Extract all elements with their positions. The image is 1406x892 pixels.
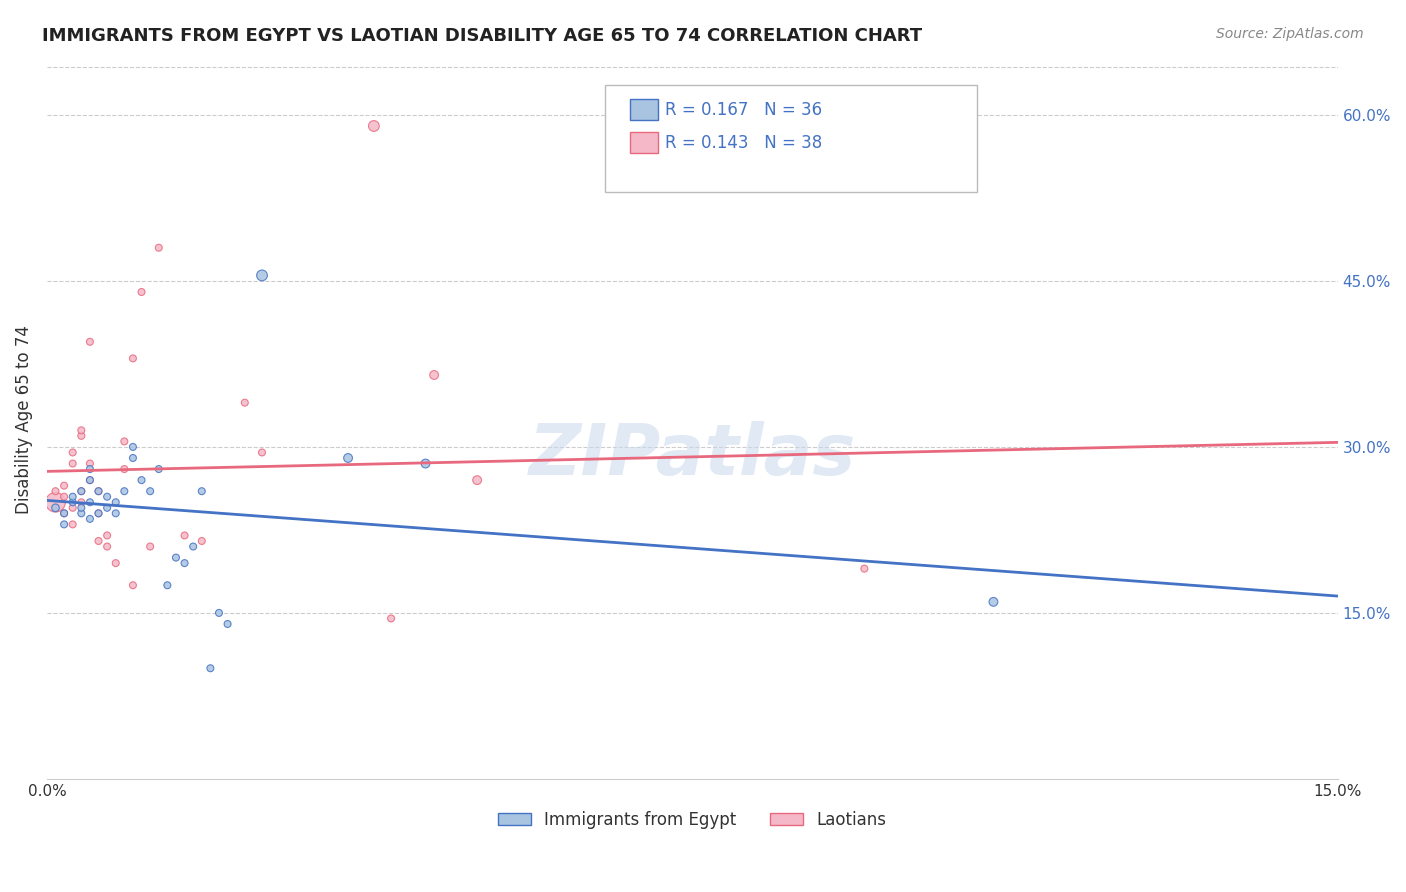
Point — [423, 368, 446, 382]
Text: Source: ZipAtlas.com: Source: ZipAtlas.com — [1216, 27, 1364, 41]
Point — [139, 540, 162, 554]
Point — [96, 528, 118, 542]
Point — [70, 484, 93, 499]
Point — [181, 540, 204, 554]
Point — [44, 484, 66, 499]
Y-axis label: Disability Age 65 to 74: Disability Age 65 to 74 — [15, 325, 32, 514]
Text: ZIPatlas: ZIPatlas — [529, 421, 856, 490]
Point — [465, 473, 488, 487]
Point — [131, 473, 153, 487]
Point — [53, 490, 76, 504]
Point — [233, 395, 256, 409]
Point — [44, 500, 66, 515]
Point — [104, 556, 127, 570]
Point — [217, 617, 239, 632]
Point — [70, 429, 93, 443]
Point — [53, 517, 76, 532]
Point — [53, 506, 76, 520]
Point — [87, 506, 110, 520]
Point — [112, 434, 135, 449]
Point — [148, 241, 170, 255]
Point — [53, 478, 76, 492]
Point — [853, 562, 876, 576]
Point — [62, 500, 84, 515]
Point — [122, 578, 145, 592]
Point — [79, 473, 101, 487]
Point — [62, 457, 84, 471]
Point — [62, 517, 84, 532]
Point — [250, 268, 273, 283]
Point — [79, 462, 101, 476]
Point — [70, 495, 93, 509]
Point — [112, 462, 135, 476]
Point — [70, 506, 93, 520]
Point — [122, 440, 145, 454]
Text: R = 0.167   N = 36: R = 0.167 N = 36 — [665, 101, 823, 119]
Text: R = 0.143   N = 38: R = 0.143 N = 38 — [665, 134, 823, 152]
Point — [79, 512, 101, 526]
Point — [191, 533, 214, 548]
Legend: Immigrants from Egypt, Laotians: Immigrants from Egypt, Laotians — [491, 804, 893, 835]
Point — [96, 490, 118, 504]
Point — [62, 445, 84, 459]
Point — [62, 495, 84, 509]
Point — [250, 445, 273, 459]
Point — [983, 595, 1005, 609]
Point — [112, 484, 135, 499]
Point — [122, 351, 145, 366]
Point — [156, 578, 179, 592]
Point — [208, 606, 231, 620]
Point — [87, 533, 110, 548]
Point — [62, 490, 84, 504]
Point — [104, 495, 127, 509]
Point — [122, 450, 145, 465]
Point — [337, 450, 360, 465]
Point — [79, 473, 101, 487]
Point — [79, 457, 101, 471]
Point — [104, 506, 127, 520]
Point — [87, 506, 110, 520]
Point — [131, 285, 153, 299]
Point — [191, 484, 214, 499]
Point — [70, 423, 93, 437]
Point — [363, 119, 385, 133]
Point — [87, 484, 110, 499]
Point — [79, 495, 101, 509]
Point — [380, 611, 402, 625]
Point — [96, 500, 118, 515]
Point — [96, 540, 118, 554]
Point — [44, 495, 66, 509]
Point — [87, 484, 110, 499]
Point — [173, 528, 195, 542]
Point — [165, 550, 187, 565]
Text: IMMIGRANTS FROM EGYPT VS LAOTIAN DISABILITY AGE 65 TO 74 CORRELATION CHART: IMMIGRANTS FROM EGYPT VS LAOTIAN DISABIL… — [42, 27, 922, 45]
Point — [173, 556, 195, 570]
Point — [70, 500, 93, 515]
Point — [415, 457, 437, 471]
Point — [70, 484, 93, 499]
Point — [139, 484, 162, 499]
Point — [200, 661, 222, 675]
Point — [53, 506, 76, 520]
Point — [148, 462, 170, 476]
Point — [79, 334, 101, 349]
